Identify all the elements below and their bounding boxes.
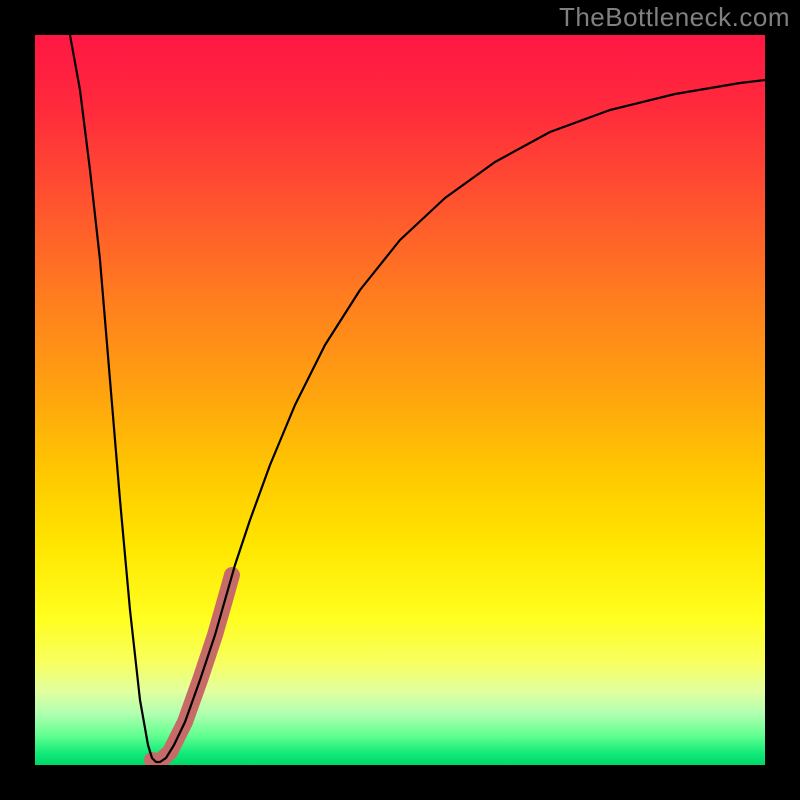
plot-area bbox=[35, 35, 765, 765]
bottleneck-chart-svg bbox=[0, 0, 800, 800]
plot-canvas: TheBottleneck.com bbox=[0, 0, 800, 800]
watermark-text: TheBottleneck.com bbox=[559, 2, 790, 33]
